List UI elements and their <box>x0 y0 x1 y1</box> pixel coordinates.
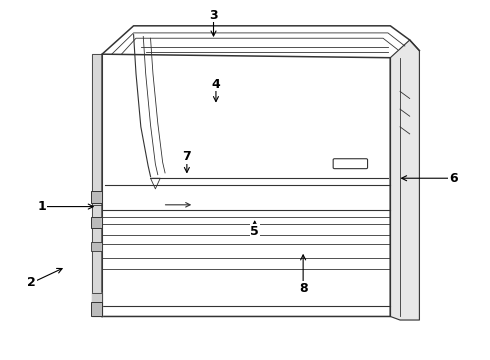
FancyBboxPatch shape <box>333 159 368 168</box>
Polygon shape <box>391 40 419 320</box>
Polygon shape <box>93 54 102 316</box>
Text: 3: 3 <box>209 9 218 22</box>
Text: 8: 8 <box>299 282 307 294</box>
Text: 7: 7 <box>182 150 191 163</box>
Text: 5: 5 <box>250 225 259 238</box>
Bar <box>91 217 102 228</box>
Bar <box>91 242 102 251</box>
Text: 2: 2 <box>27 276 36 289</box>
Text: 4: 4 <box>212 78 220 91</box>
Polygon shape <box>93 293 102 316</box>
Text: 6: 6 <box>449 172 458 185</box>
Bar <box>91 191 102 203</box>
Bar <box>91 302 102 316</box>
Text: 1: 1 <box>37 200 46 213</box>
